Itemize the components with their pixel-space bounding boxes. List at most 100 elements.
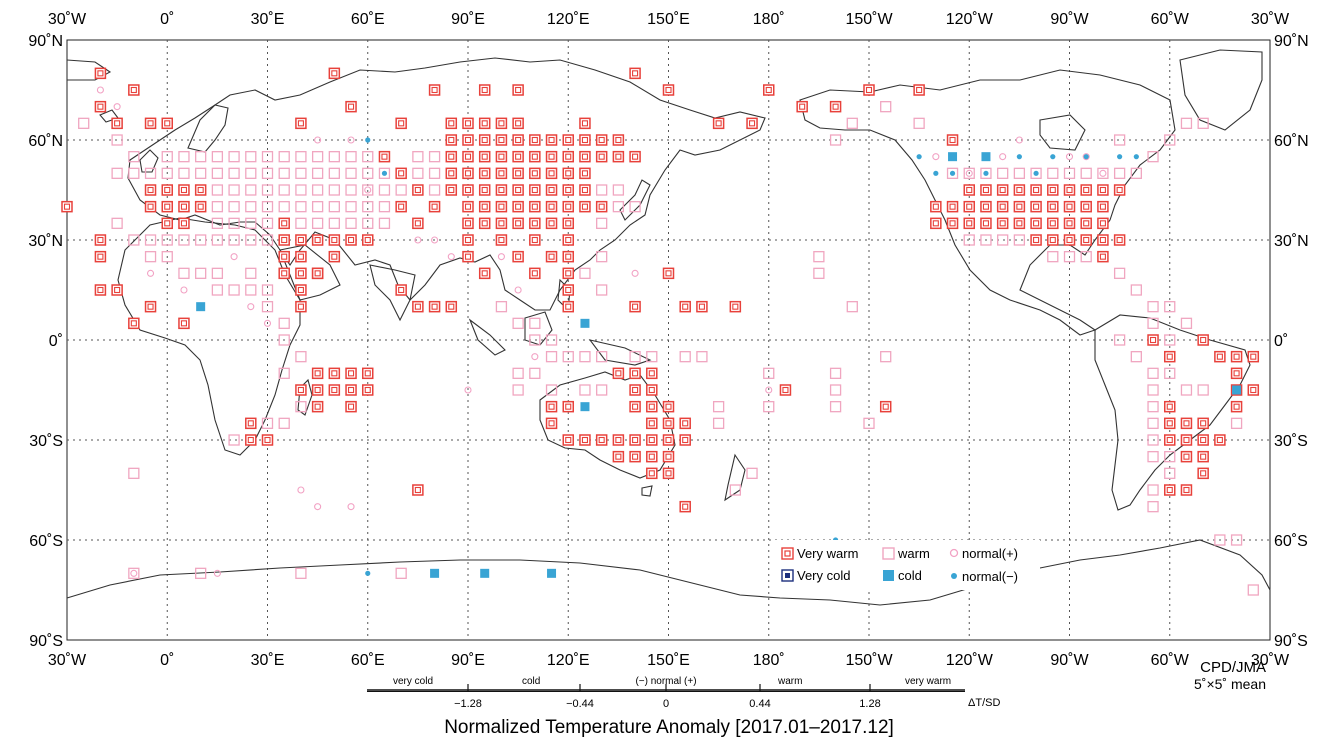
normal-positive-mark (464, 386, 472, 394)
coast-eurasia (127, 57, 766, 311)
very-warm-mark (679, 417, 691, 430)
very-warm-mark-inner (548, 253, 555, 260)
very-warm-mark-outer (562, 200, 574, 213)
very-warm-mark-outer (946, 217, 959, 230)
very-warm-mark-inner (1033, 236, 1040, 244)
very-warm-mark-outer (178, 317, 190, 330)
very-warm-mark-outer (1180, 484, 1193, 496)
warm-mark (278, 151, 290, 163)
very-warm-mark-inner (431, 303, 438, 310)
warm-mark (1164, 301, 1176, 313)
very-warm-mark-inner (648, 453, 655, 460)
very-warm-mark (1097, 184, 1109, 196)
very-warm-mark (562, 267, 574, 280)
very-warm-mark-outer (1214, 434, 1226, 446)
very-warm-mark-inner (180, 203, 188, 210)
very-warm-mark (1197, 450, 1209, 463)
very-warm-mark-outer (679, 300, 691, 313)
very-warm-mark-outer (579, 434, 591, 446)
very-warm-mark-inner (1099, 203, 1106, 210)
very-warm-mark-inner (1250, 353, 1257, 360)
very-warm-mark-outer (94, 100, 107, 113)
very-warm-mark (529, 184, 541, 196)
very-warm-mark (729, 300, 742, 313)
very-warm-mark (462, 250, 474, 263)
very-warm-mark-inner (464, 170, 472, 177)
very-warm-mark-outer (512, 184, 524, 196)
very-warm-mark (1097, 250, 1109, 263)
very-warm-mark (1080, 217, 1092, 230)
very-warm-mark-inner (565, 153, 572, 160)
very-warm-mark (612, 367, 625, 380)
very-warm-mark-inner (97, 70, 104, 77)
very-warm-mark-outer (729, 300, 742, 313)
normal-positive-mark (364, 186, 372, 194)
warm-mark (228, 151, 240, 163)
very-warm-mark-inner (97, 286, 104, 294)
normal-positive-mark (631, 269, 639, 277)
very-warm-mark-outer (562, 234, 574, 246)
very-warm-mark-outer (646, 434, 658, 446)
scale-category-very-warm: very warm (905, 676, 951, 687)
very-warm-mark (311, 267, 324, 280)
very-warm-mark-inner (949, 203, 956, 210)
left-lat-label: 0˚ (49, 333, 63, 350)
very-warm-mark-inner (682, 503, 689, 510)
very-warm-mark-outer (629, 300, 641, 313)
very-warm-mark-inner (464, 253, 472, 260)
very-warm-mark (562, 400, 574, 413)
very-warm-mark-inner (281, 236, 288, 244)
warm-mark (1147, 367, 1159, 379)
very-warm-mark-outer (545, 417, 558, 430)
very-warm-mark-inner (565, 203, 572, 210)
very-warm-mark-inner (1233, 370, 1240, 377)
very-warm-mark-inner (865, 86, 873, 94)
cold-mark (981, 152, 991, 162)
very-warm-mark (980, 184, 992, 196)
very-warm-mark-outer (495, 200, 508, 213)
very-warm-mark (311, 400, 324, 413)
very-warm-mark-inner (398, 170, 405, 177)
warm-mark (328, 151, 340, 163)
very-warm-mark-outer (545, 150, 558, 163)
very-warm-mark-inner (565, 136, 572, 144)
legend-cold-label: cold (898, 568, 922, 583)
very-warm-mark (545, 134, 558, 146)
warm-mark (245, 267, 257, 279)
very-warm-mark-inner (999, 203, 1006, 210)
top-lon-label: 60˚W (1151, 11, 1190, 28)
legend-very-cold-swatch (781, 569, 794, 582)
very-warm-mark-outer (529, 150, 541, 163)
coast-north-america (799, 69, 1176, 336)
very-warm-mark-inner (615, 153, 622, 160)
very-warm-mark (562, 184, 574, 196)
very-warm-mark (462, 184, 474, 196)
very-warm-mark-outer (930, 200, 942, 213)
warm-mark (345, 217, 357, 229)
very-warm-mark-outer (1047, 217, 1059, 230)
very-warm-mark (278, 217, 290, 230)
very-warm-mark-inner (531, 186, 538, 194)
warm-mark (295, 217, 307, 229)
normal-positive-mark (263, 319, 272, 327)
warm-mark (512, 367, 524, 379)
very-warm-mark-inner (565, 286, 572, 294)
very-warm-mark-inner (347, 370, 355, 377)
very-warm-mark-inner (648, 420, 655, 427)
warm-mark (1113, 134, 1126, 146)
very-warm-mark (245, 434, 257, 446)
very-warm-mark (512, 150, 524, 163)
bottom-lon-label: 0˚ (160, 652, 174, 669)
very-warm-mark-outer (478, 84, 491, 96)
very-warm-mark (1230, 400, 1243, 413)
very-warm-mark-inner (414, 303, 421, 310)
very-warm-mark-outer (278, 217, 290, 230)
very-warm-mark-outer (662, 434, 675, 446)
very-warm-mark-inner (1066, 186, 1073, 194)
very-warm-mark-outer (646, 467, 658, 480)
very-warm-mark-inner (314, 386, 321, 394)
very-warm-mark (1197, 467, 1209, 480)
very-warm-mark-inner (982, 186, 990, 194)
warm-mark (278, 201, 290, 213)
warm-mark (228, 184, 240, 196)
